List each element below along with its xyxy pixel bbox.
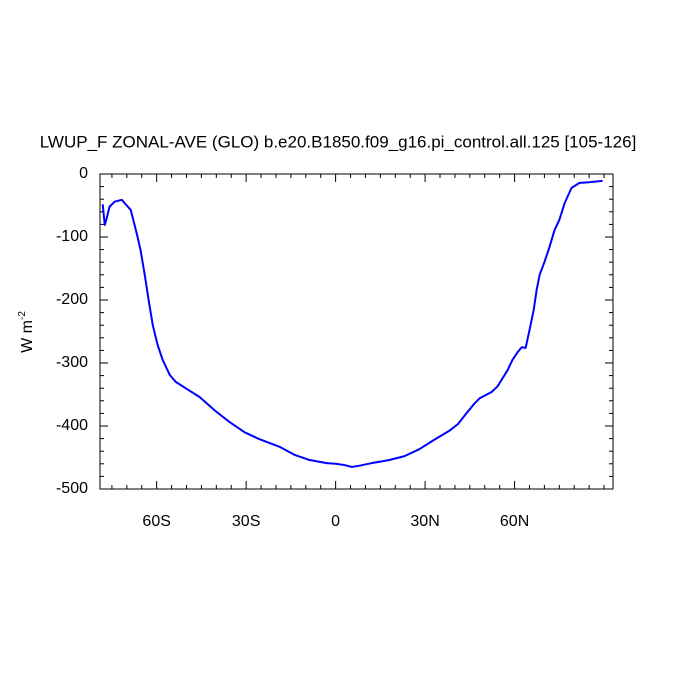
chart-title: LWUP_F ZONAL-AVE (GLO) b.e20.B1850.f09_g… <box>40 132 637 151</box>
x-tick-label: 0 <box>331 513 340 530</box>
y-tick-label: -400 <box>56 417 88 434</box>
y-tick-label: -100 <box>56 228 88 245</box>
x-tick-label: 60S <box>142 513 170 530</box>
y-tick-label: 0 <box>79 165 88 182</box>
y-tick-label: -300 <box>56 354 88 371</box>
y-tick-label: -500 <box>56 480 88 497</box>
x-tick-label: 30S <box>232 513 260 530</box>
x-tick-label: 60N <box>500 513 529 530</box>
x-tick-label: 30N <box>410 513 439 530</box>
y-tick-label: -200 <box>56 291 88 308</box>
y-axis-label: W m-2 <box>17 311 37 353</box>
plot-frame <box>99 173 614 490</box>
data-line <box>101 179 603 468</box>
y-axis-label-main: W m <box>19 320 36 353</box>
y-axis-label-sup: -2 <box>17 311 28 320</box>
